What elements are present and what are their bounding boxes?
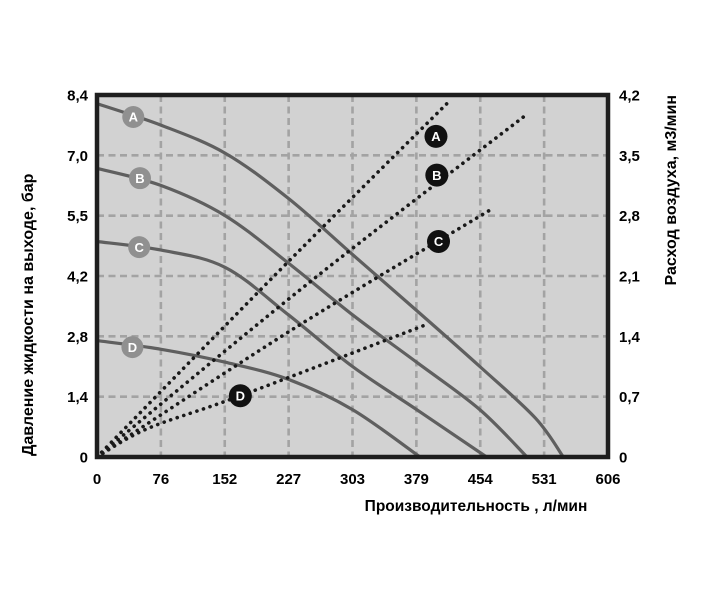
airflow-badge-A: A bbox=[424, 124, 448, 148]
badge-letter: A bbox=[129, 110, 139, 125]
badge-letter: D bbox=[236, 389, 245, 404]
badge-letter: B bbox=[135, 171, 144, 186]
badge-circle bbox=[228, 384, 252, 408]
pressure-badge-D: D bbox=[121, 336, 144, 359]
badge-circle bbox=[427, 230, 451, 254]
curve-badges: A B C D A B C D bbox=[121, 105, 451, 408]
badge-letter: A bbox=[431, 129, 441, 144]
pressure-curve-C bbox=[95, 239, 489, 459]
curves bbox=[95, 101, 565, 459]
y-left-tick-label: 1,4 bbox=[67, 389, 89, 406]
y-left-tick-label: 4,2 bbox=[67, 269, 88, 286]
x-tick-label: 606 bbox=[595, 471, 620, 488]
y-axis-right-title: Расход воздуха, м3/мин bbox=[663, 95, 680, 286]
x-tick-label: 227 bbox=[276, 471, 301, 488]
y-axis-left-title: Давление жидкости на выходе, бар bbox=[20, 173, 37, 456]
x-tick-label: 379 bbox=[404, 471, 429, 488]
badge-letter: D bbox=[128, 340, 137, 355]
pressure-curve-D bbox=[95, 339, 422, 459]
y-left-tick-label: 2,8 bbox=[67, 329, 88, 346]
pressure-curve-A bbox=[95, 102, 565, 459]
y-right-tick-label: 4,2 bbox=[619, 88, 640, 105]
y-left-tick-label: 8,4 bbox=[67, 88, 89, 105]
badge-circle bbox=[424, 124, 448, 148]
x-axis-title: Производительность , л/мин bbox=[365, 498, 588, 515]
plot-frame bbox=[94, 92, 611, 460]
badge-circle bbox=[121, 336, 144, 359]
badge-letter: C bbox=[134, 240, 144, 255]
pressure-badge-C: C bbox=[128, 236, 151, 259]
x-tick-label: 152 bbox=[212, 471, 237, 488]
airflow-badge-C: C bbox=[427, 230, 451, 254]
y-right-tick-label: 2,1 bbox=[619, 269, 640, 286]
badge-letter: B bbox=[432, 168, 441, 183]
airflow-badge-D: D bbox=[228, 384, 252, 408]
airflow-curve-B bbox=[95, 113, 528, 459]
y-right-tick-label: 2,8 bbox=[619, 208, 640, 225]
badge-circle bbox=[122, 105, 145, 128]
y-right-tick-label: 3,5 bbox=[619, 148, 640, 165]
pressure-badge-A: A bbox=[122, 105, 145, 128]
y-left-tick-label: 7,0 bbox=[67, 148, 88, 165]
y-right-tick-label: 0,7 bbox=[619, 389, 640, 406]
x-tick-label: 303 bbox=[340, 471, 365, 488]
y-left-tick-label: 5,5 bbox=[67, 208, 88, 225]
gridlines bbox=[97, 95, 608, 457]
y-right-tick-label: 0 bbox=[619, 450, 627, 467]
airflow-curve-C bbox=[95, 207, 493, 459]
pressure-badge-B: B bbox=[129, 167, 152, 190]
y-left-tick-label: 0 bbox=[80, 450, 88, 467]
x-tick-label: 0 bbox=[93, 471, 101, 488]
x-tick-label: 531 bbox=[532, 471, 557, 488]
axis-tick-labels: 0 76 152 227 303 379 454 531 606 8,4 7,0 5,5 4,2 2,8 1… bbox=[67, 88, 640, 489]
badge-circle bbox=[128, 236, 151, 259]
badge-letter: C bbox=[434, 234, 444, 249]
airflow-curve-D bbox=[95, 323, 427, 459]
badge-circle bbox=[425, 163, 449, 187]
badge-circle bbox=[129, 167, 152, 190]
y-right-tick-label: 1,4 bbox=[619, 329, 641, 346]
x-tick-label: 76 bbox=[153, 471, 170, 488]
x-tick-label: 454 bbox=[468, 471, 494, 488]
airflow-curve-A bbox=[95, 101, 449, 459]
airflow-badge-B: B bbox=[425, 163, 449, 187]
pressure-curve-B bbox=[95, 166, 529, 459]
